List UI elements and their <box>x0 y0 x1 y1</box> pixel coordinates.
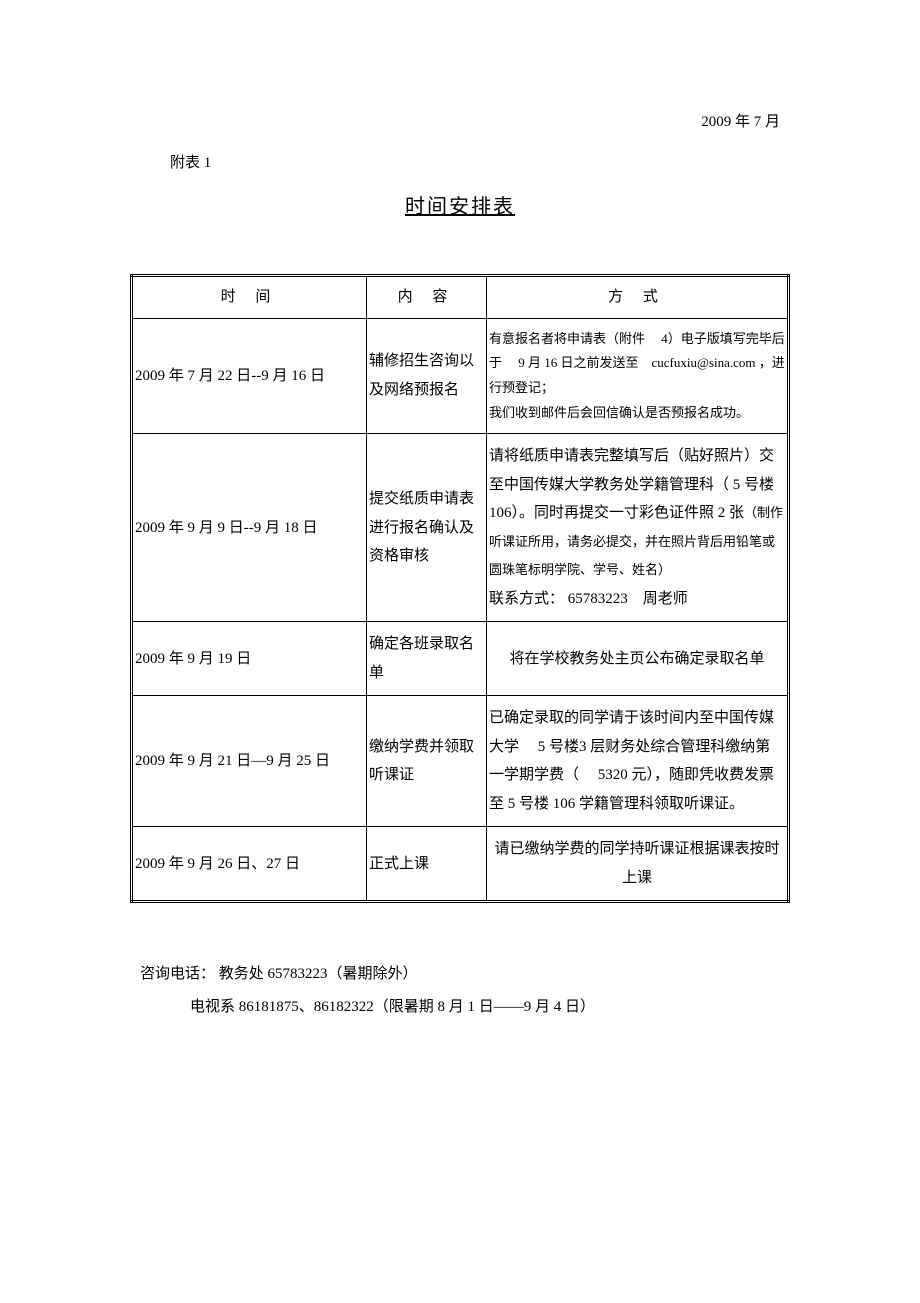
table-row: 2009 年 7 月 22 日--9 月 16 日辅修招生咨询以及网络预报名有意… <box>132 318 789 434</box>
table-row: 2009 年 9 月 19 日确定各班录取名单将在学校教务处主页公布确定录取名单 <box>132 622 789 696</box>
time-cell: 2009 年 9 月 21 日—9 月 25 日 <box>132 696 367 827</box>
content-cell: 缴纳学费并领取听课证 <box>367 696 487 827</box>
method-cell: 请将纸质申请表完整填写后（贴好照片）交至中国传媒大学教务处学籍管理科（ 5 号楼… <box>487 434 789 622</box>
content-cell: 正式上课 <box>367 827 487 902</box>
method-cell: 请已缴纳学费的同学持听课证根据课表按时上课 <box>487 827 789 902</box>
content-cell: 确定各班录取名单 <box>367 622 487 696</box>
method-cell: 有意报名者将申请表（附件 4）电子版填写完毕后于 9 月 16 日之前发送至 c… <box>487 318 789 434</box>
header-content: 内 容 <box>367 276 487 319</box>
footer-info: 咨询电话： 教务处 65783223（暑期除外） 电视系 86181875、86… <box>130 958 790 1024</box>
method-cell: 已确定录取的同学请于该时间内至中国传媒大学 5 号楼3 层财务处综合管理科缴纳第… <box>487 696 789 827</box>
header-method: 方 式 <box>487 276 789 319</box>
method-cell: 将在学校教务处主页公布确定录取名单 <box>487 622 789 696</box>
attachment-label: 附表 1 <box>170 151 790 172</box>
header-date: 2009 年 7 月 <box>130 110 790 131</box>
content-cell: 辅修招生咨询以及网络预报名 <box>367 318 487 434</box>
time-cell: 2009 年 9 月 9 日--9 月 18 日 <box>132 434 367 622</box>
table-row: 2009 年 9 月 9 日--9 月 18 日提交纸质申请表进行报名确认及资格… <box>132 434 789 622</box>
footer-line2: 电视系 86181875、86182322（限暑期 8 月 1 日——9 月 4… <box>190 991 790 1024</box>
header-time: 时 间 <box>132 276 367 319</box>
content-cell: 提交纸质申请表进行报名确认及资格审核 <box>367 434 487 622</box>
time-cell: 2009 年 9 月 26 日、27 日 <box>132 827 367 902</box>
table-row: 2009 年 9 月 26 日、27 日正式上课请已缴纳学费的同学持听课证根据课… <box>132 827 789 902</box>
footer-line1: 咨询电话： 教务处 65783223（暑期除外） <box>140 958 790 991</box>
time-cell: 2009 年 7 月 22 日--9 月 16 日 <box>132 318 367 434</box>
table-row: 2009 年 9 月 21 日—9 月 25 日缴纳学费并领取听课证已确定录取的… <box>132 696 789 827</box>
table-header-row: 时 间 内 容 方 式 <box>132 276 789 319</box>
page-title: 时间安排表 <box>130 190 790 219</box>
schedule-table: 时 间 内 容 方 式 2009 年 7 月 22 日--9 月 16 日辅修招… <box>130 274 790 903</box>
time-cell: 2009 年 9 月 19 日 <box>132 622 367 696</box>
